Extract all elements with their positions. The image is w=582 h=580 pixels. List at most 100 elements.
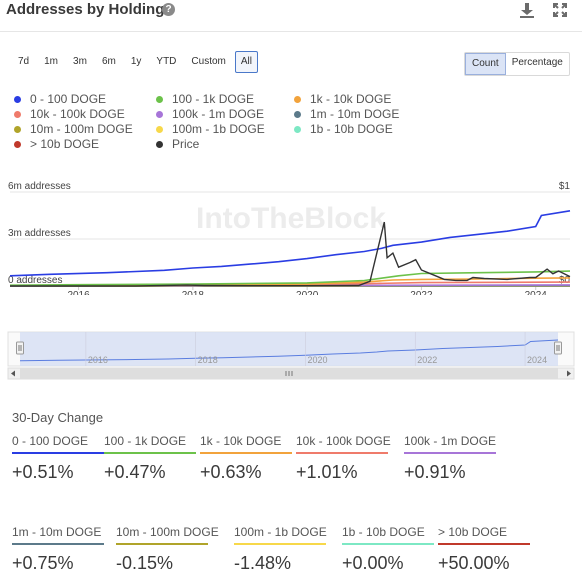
navigator-tick-label: 2020 — [307, 355, 327, 365]
legend-marker — [14, 95, 21, 103]
legend-item-100k-1m-doge[interactable]: 100k - 1m DOGE — [156, 107, 264, 121]
grip-icon[interactable] — [285, 371, 293, 376]
change-value: +0.75% — [12, 553, 74, 573]
legend-marker — [294, 95, 301, 103]
y-right-tick-label: $1 — [559, 181, 571, 192]
legend-marker — [294, 125, 301, 133]
change-color-bar — [200, 452, 292, 454]
legend-item-0-100-doge[interactable]: 0 - 100 DOGE — [14, 92, 106, 106]
header: Addresses by Holdings ? — [4, 0, 578, 22]
range-button-6m[interactable]: 6m — [95, 51, 122, 73]
legend-label: 1k - 10k DOGE — [310, 92, 392, 106]
y-right-tick-label: $0 — [559, 275, 571, 286]
change-label: 100k - 1m DOGE — [404, 434, 497, 448]
change-color-bar — [104, 452, 196, 454]
change-value: -0.15% — [116, 553, 174, 573]
change-value: +0.47% — [104, 462, 166, 482]
legend-label: 100 - 1k DOGE — [172, 92, 255, 106]
x-tick-label: 2022 — [410, 290, 433, 295]
change-card-1k-10k-doge: 1k - 10k DOGE +0.63% — [200, 434, 292, 483]
legend-marker — [156, 125, 163, 133]
change-label: 10m - 100m DOGE — [116, 525, 219, 539]
navigator-left-handle[interactable] — [16, 341, 24, 355]
series-line-100-1k-doge — [9, 270, 571, 286]
legend-label: 1b - 10b DOGE — [310, 122, 393, 136]
change-color-bar — [438, 543, 530, 545]
change-value: +0.51% — [12, 462, 74, 482]
change-value: +1.01% — [296, 462, 358, 482]
navigator-tick-label: 2016 — [88, 355, 108, 365]
change-card-100m-1b-doge: 100m - 1b DOGE -1.48% — [234, 525, 327, 574]
range-button-custom[interactable]: Custom — [185, 51, 232, 73]
change-value: +0.91% — [404, 462, 466, 482]
mode-button-percentage[interactable]: Percentage — [511, 57, 563, 68]
change-color-bar — [296, 452, 388, 454]
legend-marker — [14, 140, 21, 148]
legend-label: 10k - 100k DOGE — [30, 107, 125, 121]
series-line-0-100-doge — [9, 210, 571, 277]
x-tick-label: 2024 — [525, 290, 548, 295]
navigator-tick-label: 2022 — [417, 355, 437, 365]
change-card-10k-100k-doge: 10k - 100k DOGE +1.01% — [296, 434, 391, 483]
navigator-series-line — [19, 339, 559, 362]
range-button-ytd[interactable]: YTD — [150, 51, 183, 73]
y-tick-label: 6m addresses — [8, 181, 71, 192]
legend-label: 100k - 1m DOGE — [172, 107, 265, 121]
legend-item-10k-100k-doge[interactable]: 10k - 100k DOGE — [14, 107, 125, 121]
change-label: 1b - 10b DOGE — [342, 525, 425, 539]
legend-item-price[interactable]: Price — [156, 137, 199, 151]
change-card-10m-100m-doge: 10m - 100m DOGE -0.15% — [116, 525, 219, 574]
legend-item-1k-10k-doge[interactable]: 1k - 10k DOGE — [294, 92, 391, 106]
change-label: 100m - 1b DOGE — [234, 525, 327, 539]
legend-label: 0 - 100 DOGE — [30, 92, 107, 106]
watermark: IntoTheBlock — [196, 202, 386, 235]
legend-label: Price — [172, 137, 200, 151]
legend-item-1m-10m-doge[interactable]: 1m - 10m DOGE — [294, 107, 399, 121]
change-card-10b-doge: > 10b DOGE +50.00% — [438, 525, 530, 574]
page-title: Addresses by Holdings — [6, 1, 173, 18]
legend-label: 1m - 10m DOGE — [310, 107, 400, 121]
y-tick-label: 3m addresses — [8, 228, 71, 239]
range-button-1y[interactable]: 1y — [124, 51, 148, 73]
navigator-tick-label: 2024 — [527, 355, 547, 365]
range-selector: 7d 1m 3m 6m 1y YTD Custom All — [12, 51, 261, 73]
legend-item-100-1k-doge[interactable]: 100 - 1k DOGE — [156, 92, 254, 106]
change-value: +0.00% — [342, 553, 404, 573]
change-label: 1k - 10k DOGE — [200, 434, 282, 448]
mode-button-count[interactable]: Count — [465, 53, 506, 75]
legend-marker — [156, 140, 163, 148]
navigator-chart[interactable]: 2016 2018 2020 2022 2024 — [0, 328, 582, 380]
change-card-100-1k-doge: 100 - 1k DOGE +0.47% — [104, 434, 196, 483]
navigator-selection[interactable] — [20, 332, 558, 366]
chevron-right-icon[interactable] — [567, 370, 571, 377]
change-color-bar — [116, 543, 208, 545]
change-color-bar — [234, 543, 326, 545]
legend-item-10b-doge[interactable]: > 10b DOGE — [14, 137, 99, 151]
range-button-7d[interactable]: 7d — [12, 51, 36, 73]
legend-marker — [14, 125, 21, 133]
header-divider — [0, 31, 582, 32]
change-card-0-100-doge: 0 - 100 DOGE +0.51% — [12, 434, 104, 483]
navigator-right-handle[interactable] — [554, 341, 562, 355]
legend-item-10m-100m-doge[interactable]: 10m - 100m DOGE — [14, 122, 133, 136]
y-tick-label: 0 addresses — [8, 275, 62, 286]
change-section-title: 30-Day Change — [12, 410, 104, 425]
change-color-bar — [404, 452, 496, 454]
fullscreen-icon[interactable] — [552, 2, 568, 18]
change-value: +0.63% — [200, 462, 262, 482]
range-button-1m[interactable]: 1m — [38, 51, 65, 73]
help-circle-icon[interactable]: ? — [162, 3, 175, 16]
change-label: 1m - 10m DOGE — [12, 525, 102, 539]
chevron-left-icon[interactable] — [11, 370, 15, 377]
range-button-3m[interactable]: 3m — [67, 51, 93, 73]
legend-marker — [156, 95, 163, 103]
change-value: -1.48% — [234, 553, 292, 573]
range-button-all[interactable]: All — [234, 51, 258, 73]
legend-item-1b-10b-doge[interactable]: 1b - 10b DOGE — [294, 122, 393, 136]
change-label: 0 - 100 DOGE — [12, 434, 89, 448]
legend-marker — [156, 110, 163, 118]
download-icon[interactable] — [518, 1, 536, 19]
legend-item-100m-1b-doge[interactable]: 100m - 1b DOGE — [156, 122, 265, 136]
x-tick-label: 2018 — [182, 290, 205, 295]
change-color-bar — [12, 543, 104, 545]
